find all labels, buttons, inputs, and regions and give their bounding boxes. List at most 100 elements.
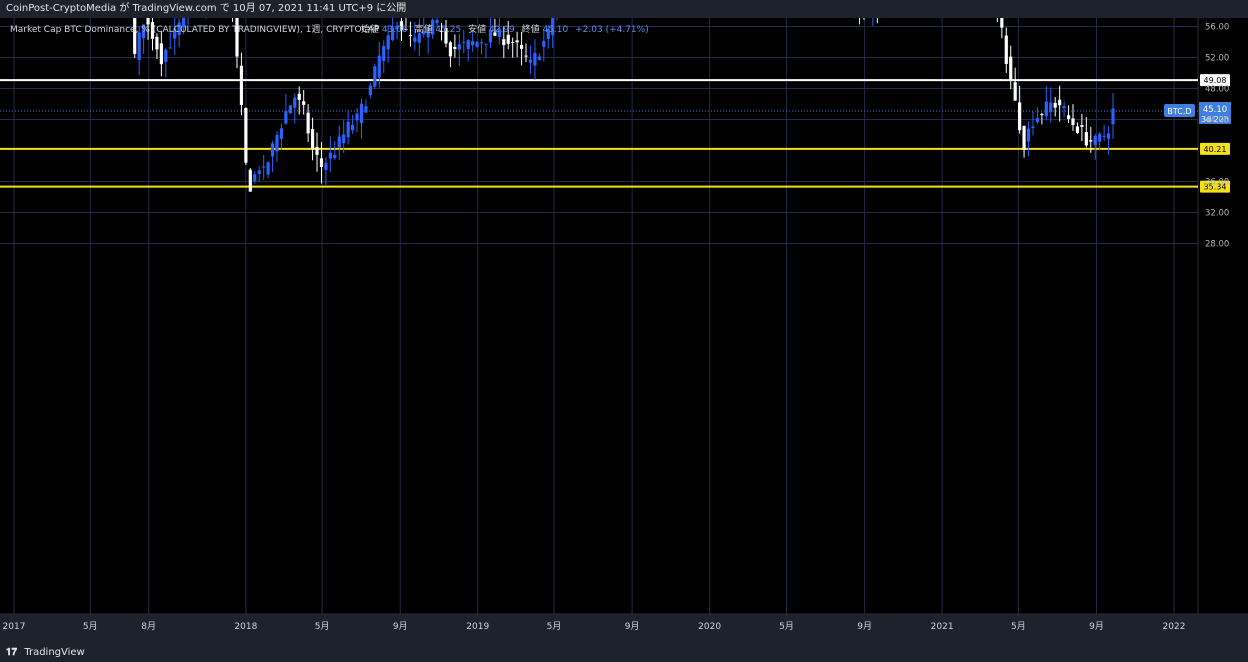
candle-body (431, 19, 435, 35)
candle-body (1040, 114, 1044, 116)
candle-body (479, 42, 484, 44)
candle-body (453, 46, 457, 49)
time-axis: 2017 5月 8月 2018 5月 9月 2019 5月 9月 2020 5月 9月 2021 5月 9月… (3, 621, 1186, 632)
candle-body (1093, 136, 1097, 146)
low-label: 安値 (468, 23, 486, 35)
legend-title: Market Cap BTC Dominance, % (CALCULATED … (10, 24, 380, 35)
candle-body (359, 103, 364, 124)
time-tick-label: 8月 (141, 621, 156, 632)
publish-info: CoinPost-CryptoMedia が TradingView.com で… (0, 0, 1248, 18)
level-label-box (1200, 74, 1230, 87)
time-tick-label: 5月 (315, 621, 330, 632)
candle-body (422, 30, 426, 35)
candle-body (146, 18, 150, 25)
candle-body (262, 166, 266, 168)
time-tick-label: 2021 (931, 622, 954, 632)
candle-body (168, 47, 172, 49)
candle-body (1062, 106, 1066, 109)
candle-body (408, 35, 413, 37)
symbol-badge (1164, 103, 1195, 117)
candle-body (177, 22, 181, 35)
candle-body (551, 18, 555, 36)
symbol-label: BTC.D (1167, 107, 1191, 116)
time-tick-label: 2019 (466, 622, 489, 632)
candle-body (137, 32, 141, 60)
candle-body (417, 33, 421, 43)
legend: Market Cap BTC Dominance, % (CALCULATED … (10, 23, 649, 35)
time-tick-label: 2017 (3, 622, 26, 632)
candle-body (1106, 133, 1111, 139)
candle-body (462, 41, 466, 43)
candle-body (444, 28, 448, 44)
time-tick-label: 5月 (1011, 621, 1026, 632)
candle-body (1009, 56, 1013, 81)
candle-body (1058, 99, 1062, 106)
candle-body (1098, 133, 1102, 142)
candle-body (328, 152, 332, 159)
candle-body (1004, 35, 1008, 64)
candle-body (502, 39, 506, 46)
time-tick-label: 2022 (1163, 622, 1186, 632)
time-tick-label: 2020 (698, 622, 721, 632)
candle-body (1084, 132, 1088, 146)
candle-body (253, 174, 257, 182)
candle-body (346, 121, 350, 138)
candle-body (1031, 126, 1035, 129)
candle-body (484, 43, 488, 45)
candle-body (519, 44, 524, 49)
candle-body (546, 28, 550, 40)
candle-body (1053, 102, 1057, 108)
candle-body (270, 143, 275, 157)
candle-body (355, 113, 359, 121)
candle-body (528, 59, 533, 63)
candle-body (288, 105, 292, 114)
last-price-box (1199, 101, 1231, 124)
price-tick-label: 32.00 (1205, 209, 1229, 219)
candle-body (1080, 125, 1084, 127)
candle-body (333, 154, 337, 159)
candle-body (515, 40, 519, 43)
candle-body (1044, 101, 1048, 117)
candle-body (302, 101, 306, 105)
candle-body (435, 19, 439, 24)
level-label: 40.21 (1204, 145, 1227, 154)
low-value: 42.99 (489, 25, 515, 35)
candle-body (426, 27, 430, 38)
time-tick-label: 5月 (547, 621, 562, 632)
tradingview-logo-icon: 𝟏𝟕 (6, 647, 18, 658)
candle-body (471, 41, 475, 46)
candle-body (488, 30, 493, 43)
candle-body (315, 146, 319, 155)
candle-body (497, 28, 501, 37)
candle-body (1018, 102, 1022, 131)
candle-body (386, 35, 390, 50)
candle-body (1022, 126, 1026, 151)
candle-body (395, 25, 399, 30)
countdown-label: 3d 22h (1201, 115, 1229, 124)
price-axis: 100.0096.0092.0088.0084.0080.0076.0072.0… (1205, 23, 1229, 250)
candle-body (533, 52, 537, 66)
candle-body (297, 93, 301, 100)
time-tick-label: 5月 (83, 621, 98, 632)
candle-body (266, 162, 270, 175)
candle-body (141, 24, 146, 39)
candle-body (182, 18, 186, 28)
time-tick-label: 2018 (234, 622, 257, 632)
time-tick-label: 9月 (857, 621, 872, 632)
open-value: 43.08 (382, 25, 408, 35)
time-tick-label: 9月 (1089, 621, 1104, 632)
candle-body (1026, 128, 1031, 142)
candle-body (382, 46, 386, 61)
candle-body (466, 40, 470, 49)
candle-body (364, 106, 368, 113)
candle-body (337, 136, 341, 148)
candles (133, 18, 1115, 192)
candle-body (1000, 18, 1004, 28)
plot-background (0, 18, 1198, 614)
candle-body (391, 27, 395, 40)
price-tick-label: 52.00 (1205, 54, 1229, 64)
price-tick-label: 56.00 (1205, 23, 1229, 33)
candle-body (1075, 126, 1080, 133)
